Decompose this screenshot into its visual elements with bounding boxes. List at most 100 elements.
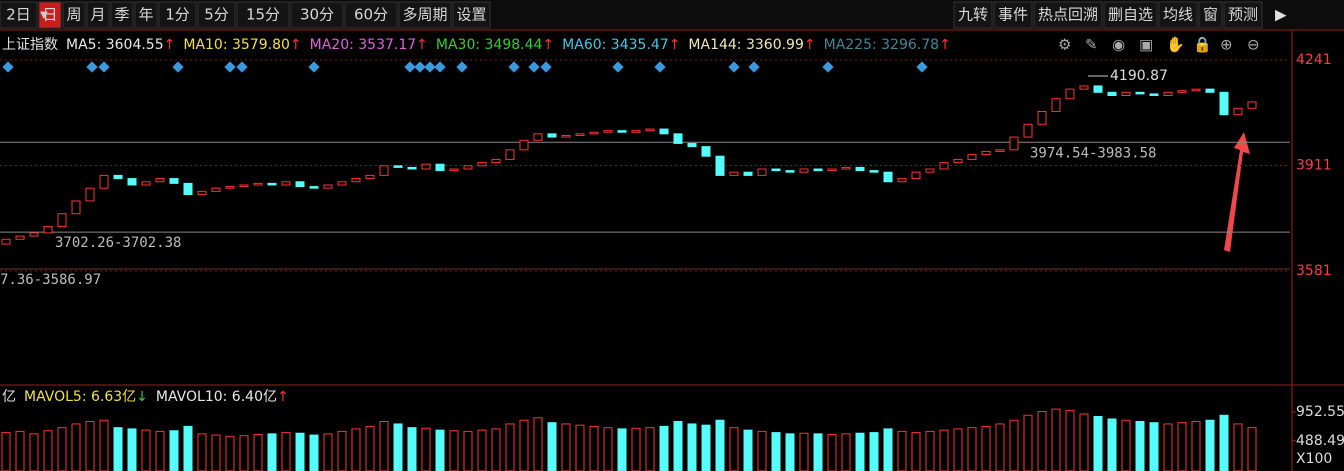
toolbar-button[interactable] [953,1,993,29]
tool-icon[interactable]: ✎ [1085,36,1098,54]
volume-bar [841,433,851,471]
volume-bar [379,420,389,471]
y-tick-label: 488.49 [1296,433,1344,449]
volume-bar [1135,420,1145,471]
toolbar-button[interactable] [1198,1,1223,29]
toolbar-label[interactable]: 周 [66,6,81,24]
volume-bar [687,423,697,471]
tool-icon[interactable]: ⚙ [1058,36,1071,54]
signal-marker [748,61,760,73]
toolbar-label[interactable]: 预测 [1228,6,1258,24]
candle-body [477,162,487,167]
toolbar-button[interactable] [1033,1,1103,29]
tool-icon[interactable]: ⊖ [1247,36,1260,54]
toolbar-button[interactable] [62,1,86,29]
candle-body [617,130,627,133]
toolbar-label[interactable]: 60分 [354,6,388,24]
toolbar-label[interactable]: 热点回溯 [1038,6,1098,24]
toolbar-button[interactable] [290,1,344,29]
ma-label: MA225: 3296.78 [824,37,939,53]
candle-body [407,166,417,170]
toolbar-label[interactable]: 均线 [1163,6,1193,24]
volume-bar [281,432,291,471]
candle-body [1247,101,1257,109]
toolbar-label[interactable]: 季 [114,6,129,24]
candle-body [561,134,571,138]
signal-marker [172,61,184,73]
candle-body [589,131,599,135]
signal-marker [2,61,14,73]
volume-bar [1205,419,1215,471]
candle-body [953,158,963,164]
toolbar-button[interactable] [452,1,491,29]
toolbar-button[interactable] [993,1,1033,29]
candle-body [925,168,935,173]
toolbar-button[interactable] [1223,1,1263,29]
toolbar-label[interactable]: 九转 [958,6,988,24]
volume-bar [519,419,529,471]
toolbar-label[interactable]: 年 [138,6,153,24]
toolbar-button[interactable] [398,1,452,29]
toolbar-label: ▼ [40,10,48,21]
candle-body [603,130,613,133]
candle-body [225,186,235,189]
candle-body [365,174,375,180]
signal-marker [540,61,552,73]
volume-bar [155,430,165,471]
candle-body [71,200,81,215]
tool-icon[interactable]: ▣ [1139,36,1153,54]
candle-body [533,133,543,141]
toolbar-label[interactable]: 设置 [456,6,486,24]
toolbar-button[interactable] [1103,1,1158,29]
candle-body [771,168,781,172]
volume-bar [225,435,235,471]
toolbar-label[interactable]: 多周期 [402,6,447,24]
toolbar-label[interactable]: 月 [90,6,105,24]
toolbar-label[interactable]: 窗 [1203,6,1218,24]
tool-icon[interactable]: 🔒 [1193,36,1212,54]
toolbar-button[interactable] [110,1,134,29]
volume-bar [449,430,459,471]
ma-label: MA30: 3498.44 [436,37,543,53]
toolbar-button[interactable] [236,1,290,29]
candle-body [799,168,809,173]
candle-body [687,142,697,148]
toolbar-label[interactable]: 30分 [300,6,334,24]
toolbar-button[interactable] [344,1,398,29]
tool-icon[interactable]: ✋ [1166,36,1185,54]
candle-body [15,235,25,240]
toolbar-label[interactable]: 日 [42,6,57,24]
volume-bar [1093,416,1103,471]
toolbar-label[interactable]: 15分 [246,6,280,24]
toolbar-button[interactable] [1158,1,1198,29]
toolbar-button[interactable] [38,1,62,29]
volume-bar [743,429,753,471]
toolbar-button[interactable] [86,1,110,29]
volume-bar [393,423,403,471]
toolbar-button[interactable] [0,1,38,29]
toolbar-button[interactable] [158,1,197,29]
signal-marker [404,61,416,73]
candle-body [85,187,95,202]
candle-body [169,178,179,184]
signal-marker [86,61,98,73]
volume-bar [1051,408,1061,471]
toolbar-button[interactable] [134,1,158,29]
toolbar-label[interactable]: 5分 [204,6,229,24]
volume-bar [897,430,907,471]
toolbar-label[interactable]: 1分 [165,6,190,24]
candle-body [211,187,221,192]
toolbar-label[interactable]: 事件 [998,6,1028,24]
ma-label: MA144: 3360.99 [688,37,803,53]
toolbar-label[interactable]: 删自选 [1108,6,1153,24]
collapse-icon[interactable]: ▶ [1275,6,1287,24]
volume-bar [925,430,935,471]
tool-icon[interactable]: ◉ [1112,36,1125,54]
toolbar-button[interactable] [197,1,236,29]
tool-icon[interactable]: ⊕ [1220,36,1233,54]
toolbar-label[interactable]: 2日 [6,6,31,24]
candle-body [281,181,291,186]
signal-marker [728,61,740,73]
candle-body [1205,88,1215,93]
